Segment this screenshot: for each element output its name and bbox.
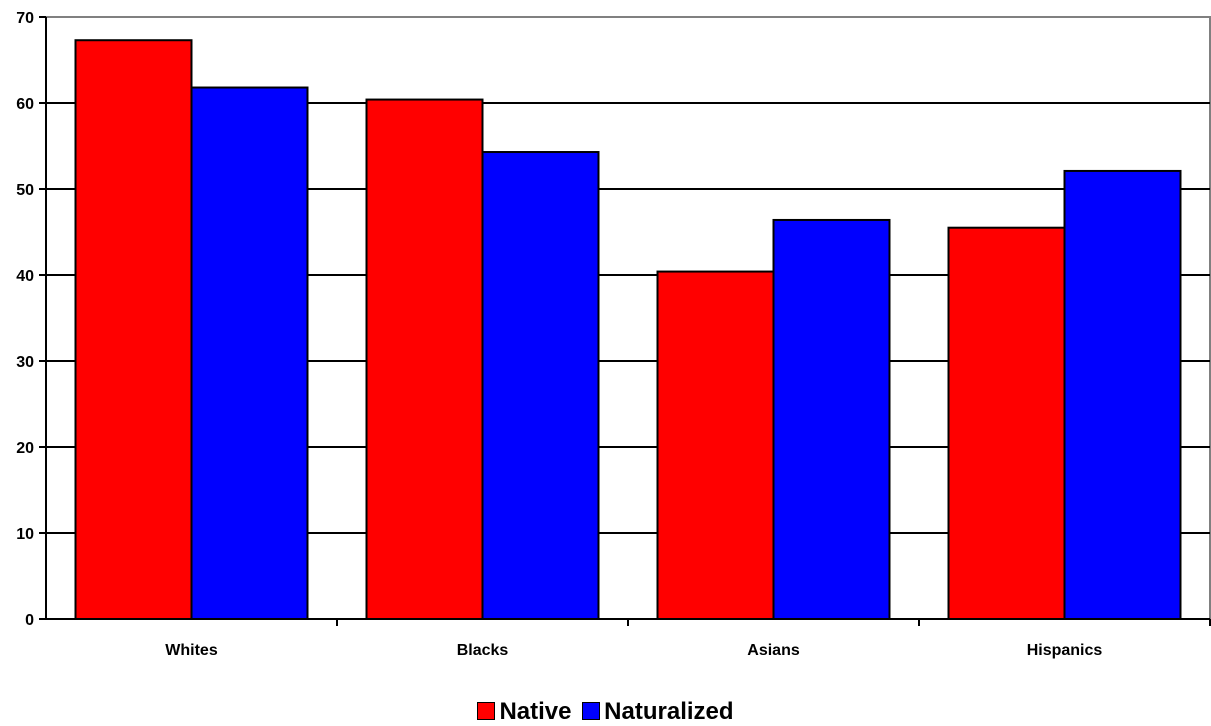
bar-native-hispanics — [947, 226, 1066, 620]
bar-native-asians — [656, 270, 775, 620]
axes — [39, 16, 1211, 626]
bar-native-blacks — [365, 98, 484, 620]
bar-naturalized-whites — [190, 86, 309, 620]
legend-item-naturalized: Naturalized — [582, 698, 734, 726]
bar-chart: 0 10 20 30 40 50 60 70 Whites Blacks Asians Hispani… — [16, 10, 1211, 659]
y-tick-label: 0 — [25, 612, 34, 629]
bar-native-whites — [74, 39, 193, 621]
x-tick-label-asians: Asians — [747, 642, 800, 659]
y-tick-label: 20 — [16, 440, 34, 457]
y-tick-label: 30 — [16, 354, 34, 371]
y-tick-label: 70 — [16, 10, 34, 27]
legend-swatch-native — [477, 702, 496, 720]
x-tick-label-blacks: Blacks — [457, 642, 509, 659]
bars — [74, 39, 1182, 621]
y-tick-label: 50 — [16, 182, 34, 199]
bar-naturalized-asians — [772, 218, 891, 621]
y-tick-label: 60 — [16, 96, 34, 113]
legend-swatch-naturalized — [582, 702, 601, 720]
legend: Native Naturalized — [0, 698, 1211, 726]
y-tick-label: 10 — [16, 526, 34, 543]
x-tick-label-hispanics: Hispanics — [1027, 642, 1103, 659]
bar-naturalized-hispanics — [1063, 169, 1182, 620]
axis-labels: 0 10 20 30 40 50 60 70 Whites Blacks Asians Hispani… — [16, 10, 1102, 659]
x-tick-label-whites: Whites — [165, 642, 218, 659]
y-tick-label: 40 — [16, 268, 34, 285]
legend-item-native: Native — [477, 698, 572, 726]
bar-naturalized-blacks — [481, 151, 600, 621]
legend-label-native: Native — [499, 698, 572, 725]
legend-label-naturalized: Naturalized — [604, 698, 734, 725]
